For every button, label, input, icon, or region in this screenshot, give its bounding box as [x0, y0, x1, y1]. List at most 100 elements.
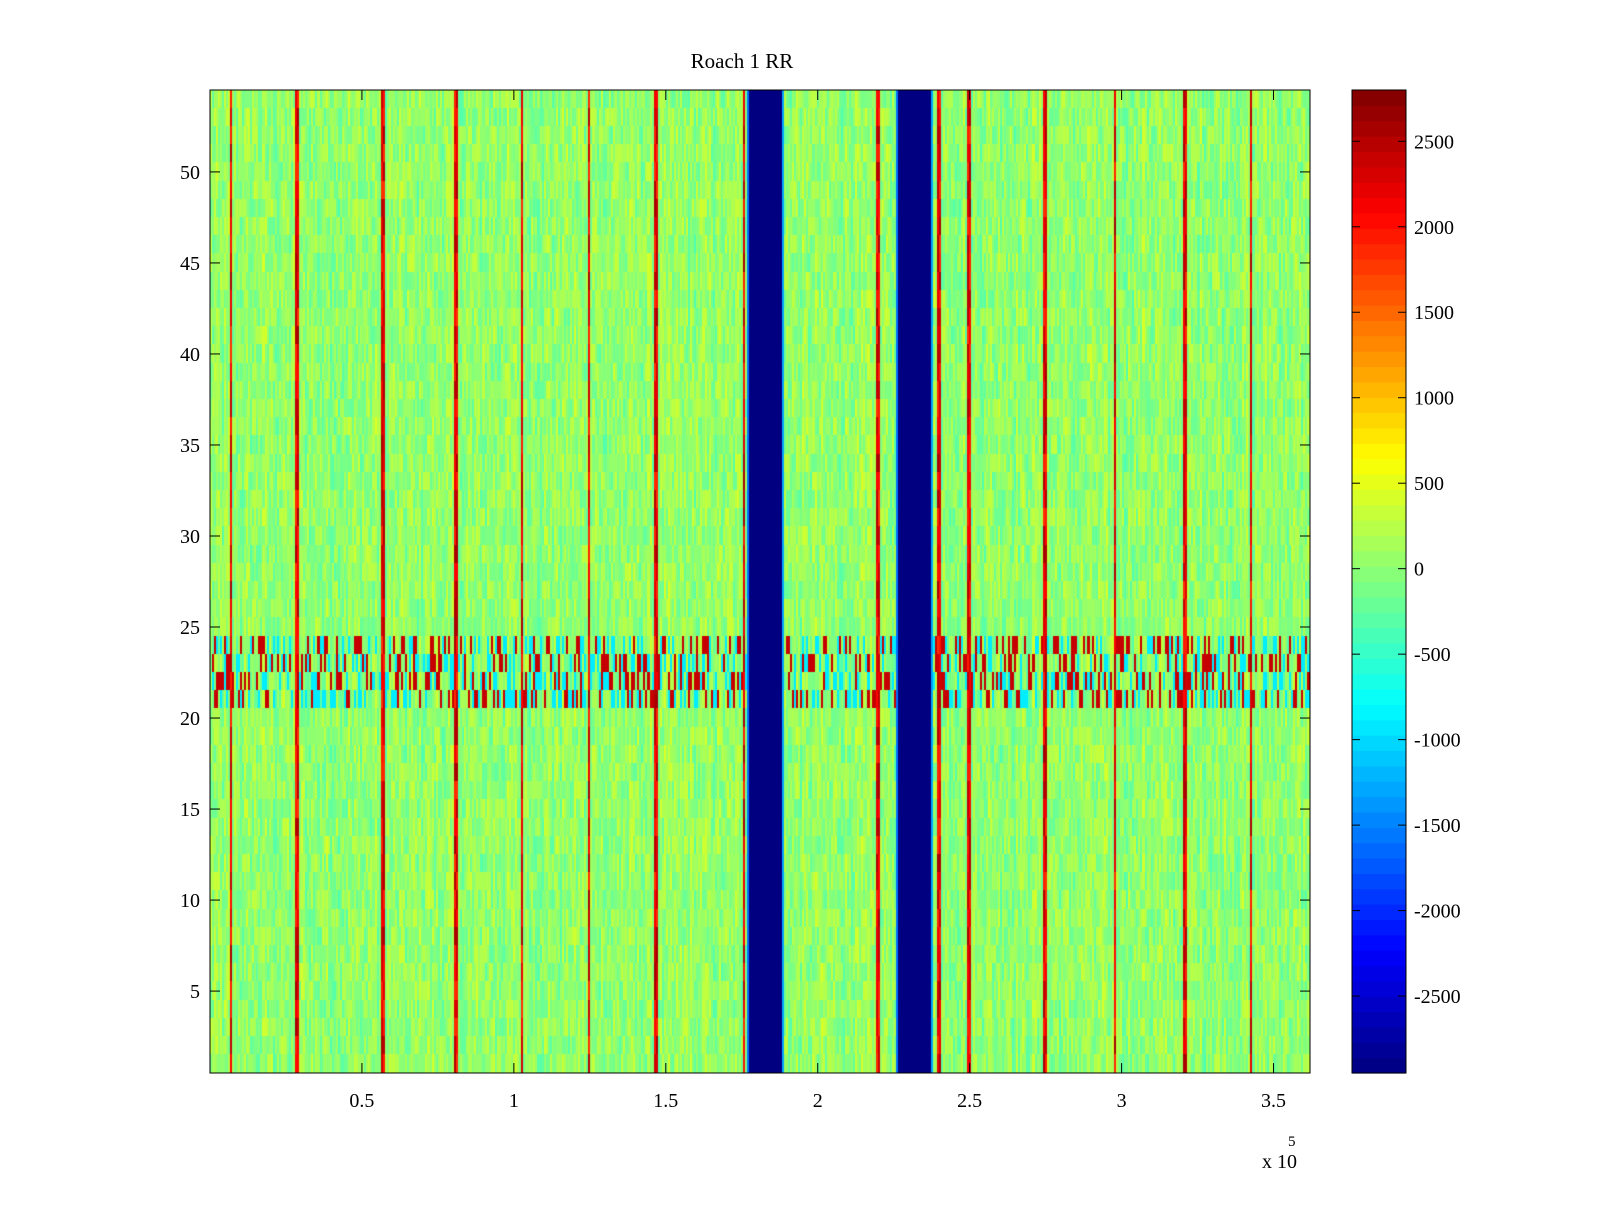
colorbar-segment — [1352, 228, 1406, 245]
colorbar-tick-label: 500 — [1414, 473, 1444, 495]
colorbar-tick-label: 2500 — [1414, 131, 1454, 153]
colorbar-tick-label: -1500 — [1414, 815, 1461, 837]
colorbar-tick-label: -2500 — [1414, 986, 1461, 1008]
colorbar-segment — [1352, 566, 1406, 583]
colorbar-segment — [1352, 320, 1406, 337]
colorbar-tick-label: -2000 — [1414, 901, 1461, 923]
colorbar-segment — [1352, 351, 1406, 368]
chart-title: Roach 1 RR — [691, 49, 794, 73]
colorbar-segment — [1352, 305, 1406, 321]
y-tick-label: 10 — [180, 890, 200, 912]
y-tick-label: 30 — [180, 526, 200, 548]
colorbar-segment — [1352, 90, 1406, 106]
colorbar-segment — [1352, 796, 1406, 813]
plot-frame — [209, 89, 1311, 1074]
colorbar-segment — [1352, 781, 1406, 798]
colorbar-segment — [1352, 950, 1406, 967]
x-exponent-label: x 10 — [1262, 1151, 1297, 1173]
colorbar-segment — [1352, 397, 1406, 414]
colorbar-segment — [1352, 689, 1406, 705]
colorbar-segment — [1352, 719, 1406, 736]
colorbar-segment — [1352, 965, 1406, 982]
colorbar-segment — [1352, 381, 1406, 398]
x-tick-label: 2.5 — [957, 1090, 982, 1112]
colorbar-segment — [1352, 274, 1406, 291]
y-tick-label: 50 — [180, 162, 200, 184]
colorbar-tick-label: -500 — [1414, 644, 1451, 666]
y-tick-label: 35 — [180, 435, 200, 457]
colorbar-segment — [1352, 827, 1406, 844]
colorbar-tick-label: 1000 — [1414, 388, 1454, 410]
colorbar-segment — [1352, 735, 1406, 752]
colorbar-segment — [1352, 212, 1406, 229]
colorbar-segment — [1352, 289, 1406, 306]
colorbar-segment — [1352, 120, 1406, 137]
colorbar-segment — [1352, 182, 1406, 199]
colorbar-segment — [1352, 704, 1406, 721]
colorbar-segment — [1352, 857, 1406, 874]
colorbar-segment — [1352, 1042, 1406, 1059]
colorbar-segment — [1352, 919, 1406, 936]
colorbar-segment — [1352, 627, 1406, 644]
colorbar-segment — [1352, 105, 1406, 122]
colorbar-segment — [1352, 550, 1406, 567]
colorbar-segment — [1352, 750, 1406, 767]
colorbar-tick-label: 1500 — [1414, 302, 1454, 324]
colorbar-segment — [1352, 642, 1406, 659]
y-tick-label: 15 — [180, 799, 200, 821]
x-tick-label: 1 — [509, 1090, 519, 1112]
x-tick-label: 3 — [1117, 1090, 1127, 1112]
colorbar-segment — [1352, 1026, 1406, 1043]
colorbar-segment — [1352, 151, 1406, 168]
colorbar-segment — [1352, 811, 1406, 828]
heatmap-image — [210, 90, 1310, 1073]
colorbar-segment — [1352, 888, 1406, 905]
colorbar-segment — [1352, 658, 1406, 675]
colorbar-segment — [1352, 166, 1406, 183]
y-tick-label: 5 — [190, 981, 200, 1003]
colorbar-segment — [1352, 996, 1406, 1013]
colorbar-segment — [1352, 934, 1406, 951]
colorbar-segment — [1352, 136, 1406, 153]
y-tick-label: 45 — [180, 253, 200, 275]
y-tick-label: 40 — [180, 344, 200, 366]
colorbar-segment — [1352, 980, 1406, 997]
colorbar-segment — [1352, 673, 1406, 690]
colorbar-segment — [1352, 581, 1406, 598]
colorbar-segment — [1352, 258, 1406, 275]
colorbar-segment — [1352, 197, 1406, 214]
colorbar-segment — [1352, 765, 1406, 782]
colorbar-segment — [1352, 443, 1406, 460]
colorbar-segment — [1352, 596, 1406, 613]
colorbar-segment — [1352, 489, 1406, 506]
colorbar-segment — [1352, 366, 1406, 383]
heatmap-cells — [210, 90, 1310, 1073]
x-exponent-power: 5 — [1288, 1134, 1296, 1150]
colorbar-segment — [1352, 612, 1406, 629]
colorbar-segment — [1352, 427, 1406, 444]
x-tick-label: 0.5 — [349, 1090, 374, 1112]
colorbar-segment — [1352, 535, 1406, 552]
colorbar: 2500 2000 1500 1000 500 0 -500 -1000 -1500 -2000 -… — [1351, 89, 1461, 1074]
plot-axes: 0.5 1 1.5 2 2.5 3 3.5 5 10 15 20 25 30 35 40 45 50 — [180, 89, 1311, 1112]
colorbar-tick-label: 0 — [1414, 559, 1424, 581]
colorbar-segment — [1352, 243, 1406, 260]
x-tick-label: 2 — [813, 1090, 823, 1112]
colorbar-segment — [1352, 473, 1406, 490]
colorbar-segment — [1352, 520, 1406, 537]
colorbar-tick-label: -1000 — [1414, 730, 1461, 752]
colorbar-tick-label: 2000 — [1414, 217, 1454, 239]
y-tick-label: 20 — [180, 708, 200, 730]
colorbar-frame — [1351, 89, 1407, 1074]
colorbar-segment — [1352, 873, 1406, 890]
x-tick-label: 3.5 — [1261, 1090, 1286, 1112]
y-tick-label: 25 — [180, 617, 200, 639]
colorbar-segment — [1352, 504, 1406, 521]
x-tick-label: 1.5 — [653, 1090, 678, 1112]
colorbar-segment — [1352, 1057, 1406, 1074]
colorbar-segment — [1352, 335, 1406, 352]
colorbar-segment — [1352, 904, 1406, 921]
colorbar-segment — [1352, 1011, 1406, 1028]
